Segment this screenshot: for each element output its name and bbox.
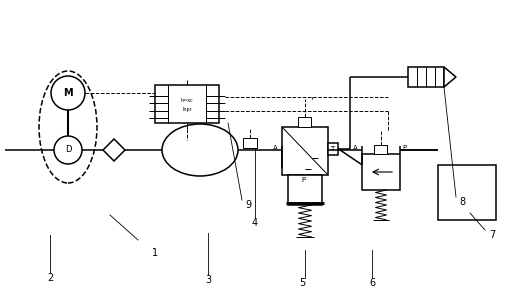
Text: 5: 5 <box>299 278 305 288</box>
Bar <box>408 67 444 87</box>
Bar <box>282 127 328 175</box>
Ellipse shape <box>39 71 97 183</box>
Text: P: P <box>402 145 406 151</box>
Text: A: A <box>273 145 278 151</box>
Text: h=xc: h=xc <box>181 98 193 102</box>
Text: T: T <box>330 146 334 152</box>
Text: 7: 7 <box>489 230 495 240</box>
Text: 4: 4 <box>252 218 258 228</box>
Polygon shape <box>103 139 125 161</box>
Bar <box>438 165 496 220</box>
Text: P: P <box>301 177 305 183</box>
Ellipse shape <box>162 124 238 176</box>
Circle shape <box>51 76 85 110</box>
Text: 9: 9 <box>245 200 251 210</box>
Text: 3: 3 <box>205 275 211 285</box>
Text: 2: 2 <box>47 273 53 283</box>
Bar <box>299 117 312 127</box>
Circle shape <box>54 136 82 164</box>
Bar <box>155 85 219 123</box>
Bar <box>328 142 338 155</box>
Text: 8: 8 <box>459 197 465 207</box>
Bar <box>362 154 400 190</box>
Text: M: M <box>63 88 73 98</box>
Text: 6: 6 <box>369 278 375 288</box>
Text: A: A <box>353 145 358 151</box>
Text: D: D <box>65 145 71 155</box>
Text: lnpr: lnpr <box>182 107 192 112</box>
Polygon shape <box>444 67 456 87</box>
Bar <box>243 138 257 148</box>
Bar <box>375 145 388 154</box>
Bar <box>288 175 322 205</box>
Text: 1: 1 <box>152 248 158 258</box>
